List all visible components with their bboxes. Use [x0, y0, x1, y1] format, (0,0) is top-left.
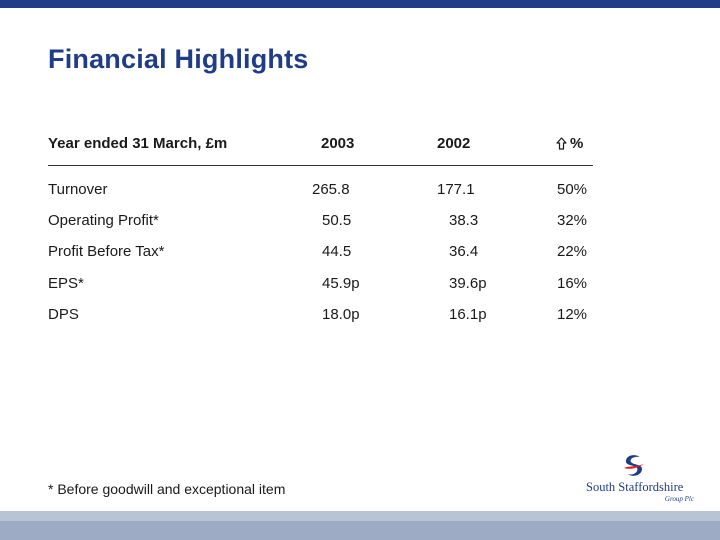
- row-value-2003: 50.5: [322, 212, 352, 229]
- top-accent-bar: [0, 0, 720, 8]
- row-change: 32%: [557, 212, 588, 229]
- row-label: Profit Before Tax*: [48, 243, 165, 260]
- swoosh-logo-icon: [624, 455, 644, 476]
- header-2002: 2002: [437, 135, 471, 152]
- up-arrow-icon: [556, 137, 567, 150]
- row-value-2002: 39.6p: [449, 275, 487, 292]
- row-label: Operating Profit*: [48, 212, 159, 229]
- header-change-label: %: [570, 135, 584, 152]
- row-value-2003: 44.5: [322, 243, 352, 260]
- row-value-2003: 45.9p: [322, 275, 360, 292]
- row-value-2002: 38.3: [449, 212, 479, 229]
- row-value-2003: 265.8: [312, 181, 350, 198]
- row-label: DPS: [48, 306, 79, 323]
- header-change: %: [556, 135, 583, 152]
- row-value-2002: 177.1: [437, 181, 475, 198]
- row-change: 16%: [557, 275, 588, 292]
- row-change: 50%: [557, 181, 588, 198]
- page-title: Financial Highlights: [48, 44, 309, 74]
- header-year-label: Year ended 31 March, £m: [48, 135, 228, 152]
- logo-subtitle: Group Plc: [664, 495, 694, 503]
- company-logo: South Staffordshire Group Plc: [586, 452, 698, 503]
- row-label: Turnover: [48, 181, 108, 198]
- header-2003: 2003: [321, 135, 355, 152]
- footer-band-inner: [0, 521, 720, 540]
- row-change: 12%: [557, 306, 588, 323]
- row-value-2002: 16.1p: [449, 306, 487, 323]
- row-value-2002: 36.4: [449, 243, 479, 260]
- row-value-2003: 18.0p: [322, 306, 360, 323]
- row-label: EPS*: [48, 275, 84, 292]
- header-divider: [48, 165, 593, 166]
- footnote: * Before goodwill and exceptional item: [48, 481, 286, 497]
- logo-wordmark: South Staffordshire: [586, 480, 684, 494]
- row-change: 22%: [557, 243, 588, 260]
